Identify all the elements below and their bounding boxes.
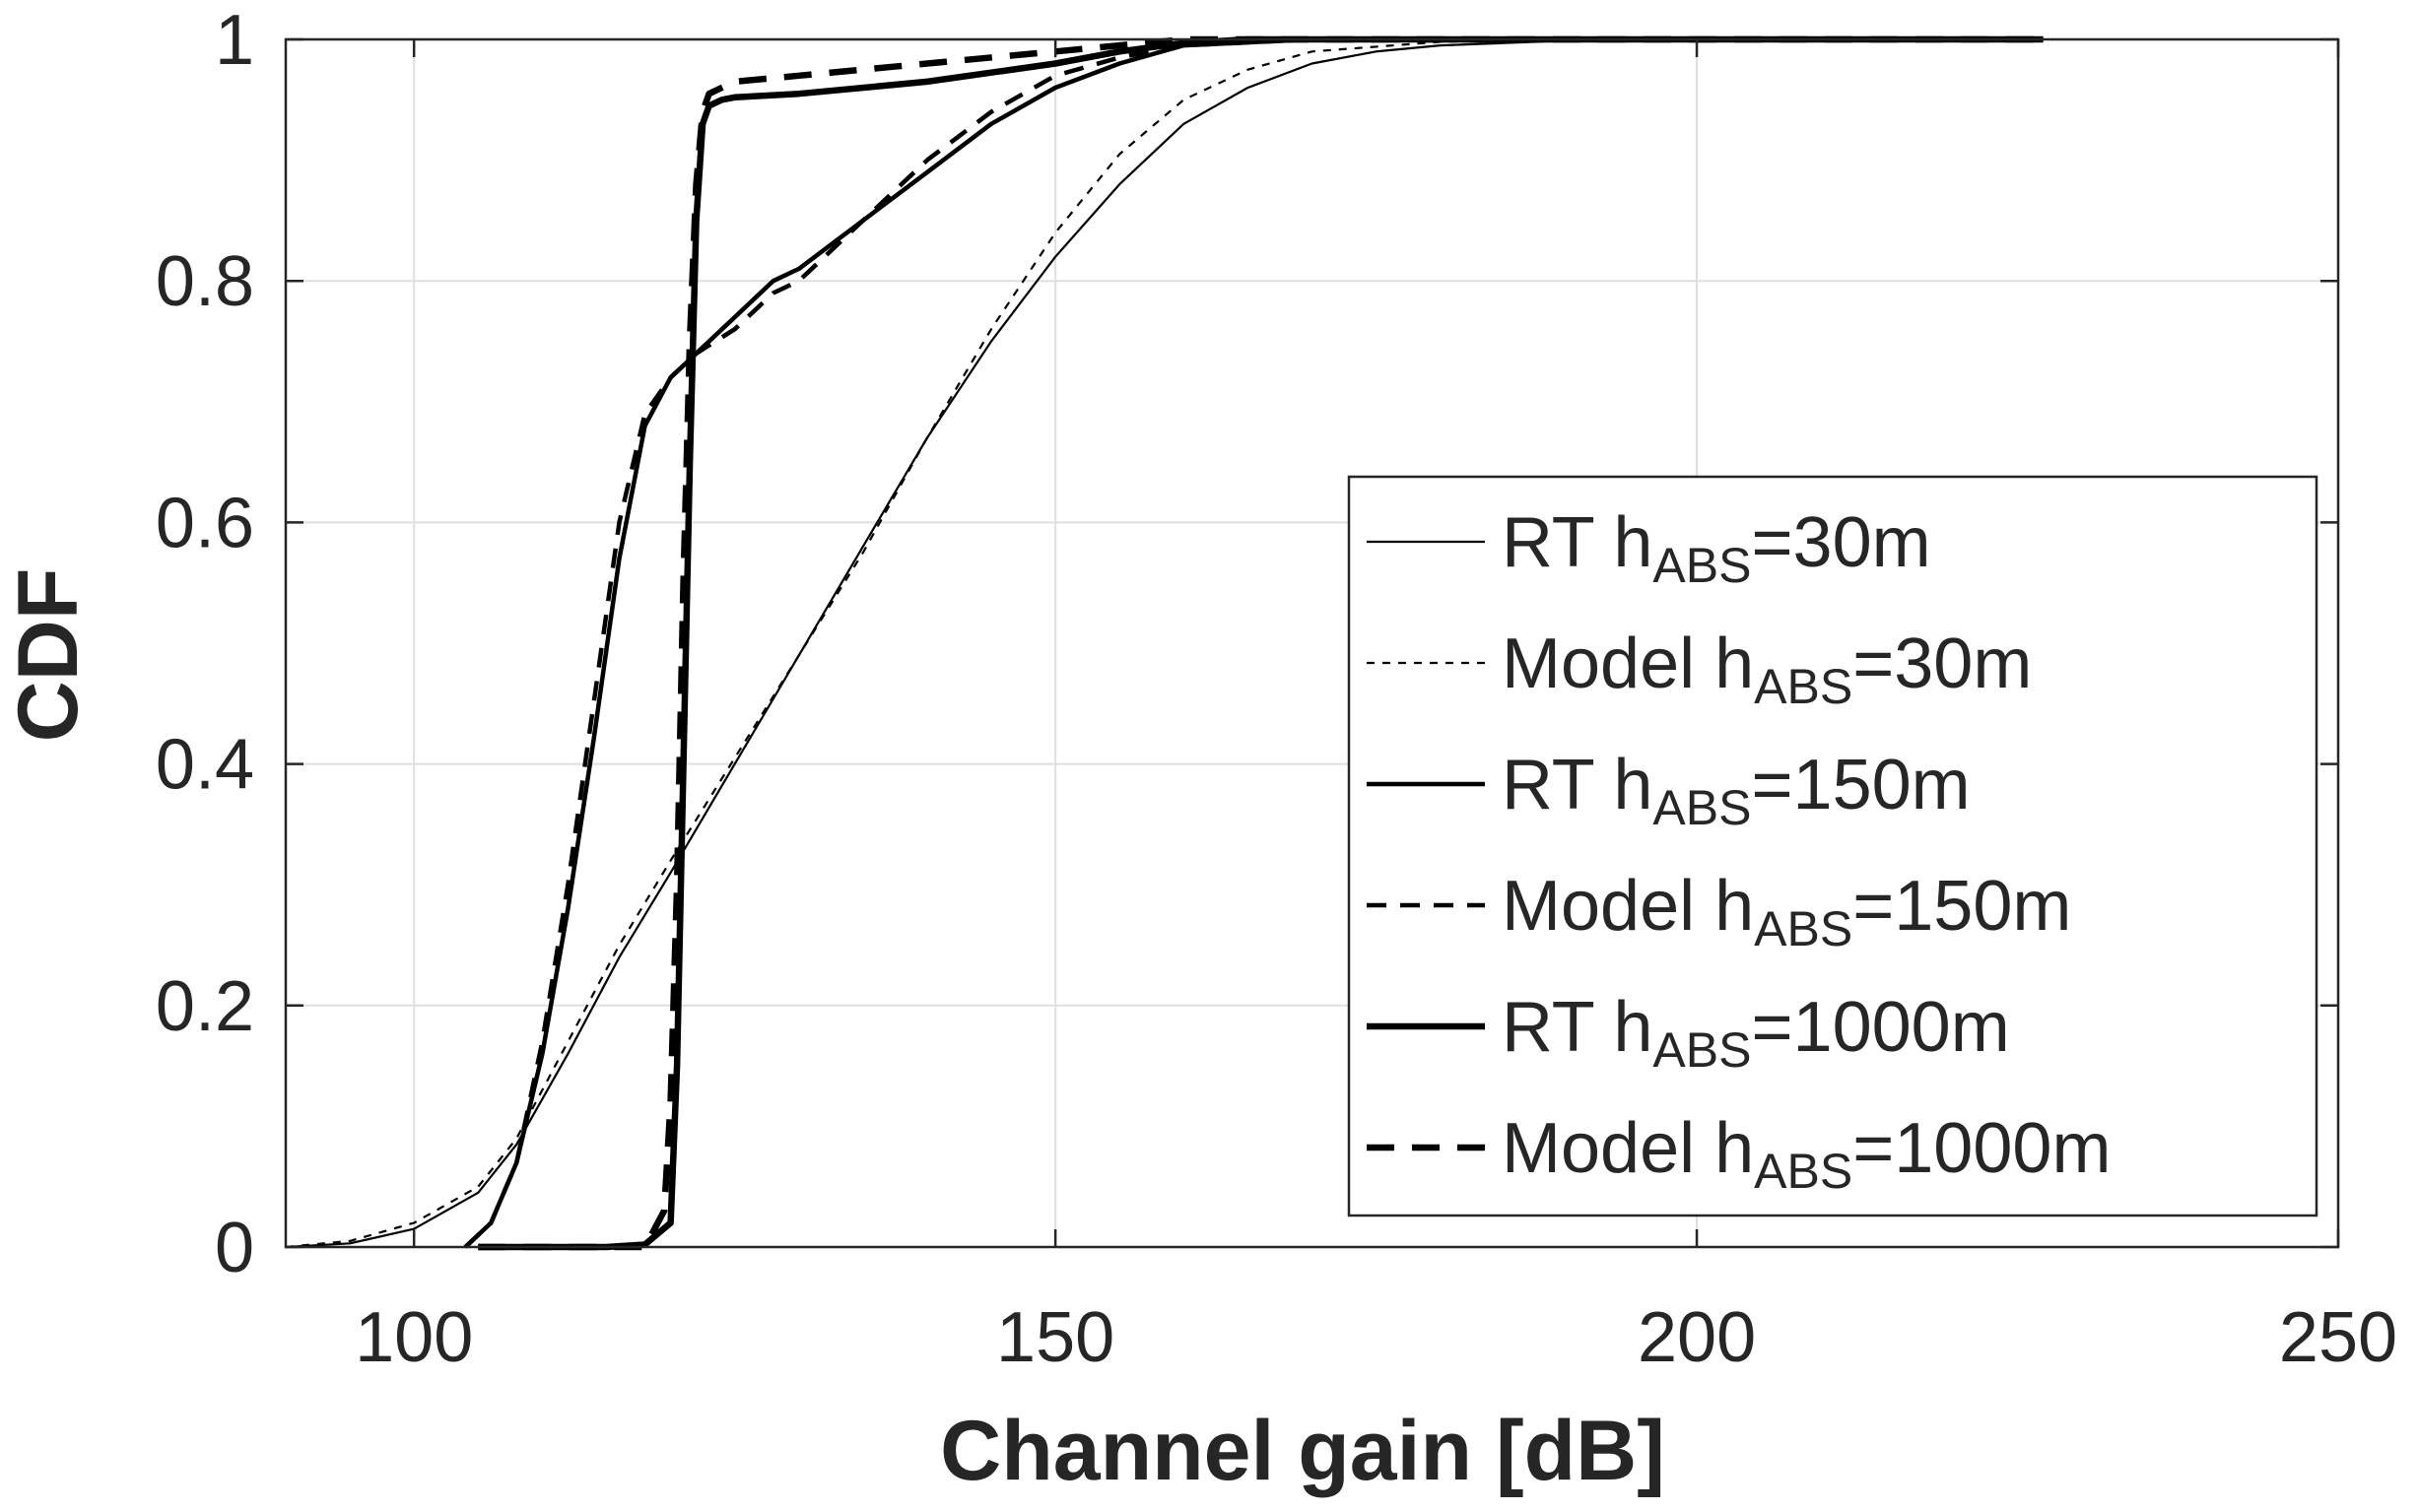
axes-box <box>284 37 2340 1249</box>
y-tick-label: 0.4 <box>156 726 254 805</box>
legend-label-tail: =150m <box>1852 867 2071 946</box>
tick-labels: 100 150 200 250 0 0.2 0.4 0.6 0.8 1 <box>156 1 2397 1377</box>
legend-label-tail: =150m <box>1751 746 1970 824</box>
legend-label-3: RT hABS=150m <box>1502 746 1971 835</box>
legend-label-2: Model hABS=30m <box>1502 625 2032 714</box>
x-tick-label: 200 <box>1638 1298 1756 1377</box>
y-tick-label: 0.6 <box>156 484 254 562</box>
y-tick-label: 0.8 <box>156 242 254 321</box>
series-line-2 <box>285 37 2044 1249</box>
series-line-4 <box>463 36 2044 1249</box>
y-tick-label: 1 <box>215 1 254 80</box>
legend-box <box>1347 475 2318 1217</box>
legend-label-4: Model hABS=150m <box>1502 867 2071 956</box>
legend-label-subscript: ABS <box>1652 1022 1751 1078</box>
legend-label-main: RT h <box>1502 746 1652 824</box>
legend-label-main: Model h <box>1502 867 1754 946</box>
axes <box>284 37 2340 1249</box>
legend-label-subscript: ABS <box>1652 538 1751 593</box>
y-tick-label: 0 <box>215 1209 254 1287</box>
legend-label-main: RT h <box>1502 988 1652 1067</box>
legend-label-tail: =1000m <box>1852 1109 2111 1188</box>
legend-label-tail: =1000m <box>1751 988 2009 1067</box>
legend-label-tail: =30m <box>1852 625 2032 703</box>
series-line-3 <box>463 36 2044 1249</box>
x-tick-label: 100 <box>355 1298 473 1377</box>
legend-label-5: RT hABS=1000m <box>1502 988 2010 1078</box>
legend-label-main: Model h <box>1502 625 1754 703</box>
legend-label-main: RT h <box>1502 503 1652 582</box>
legend-label-subscript: ABS <box>1754 901 1852 956</box>
legend-label-subscript: ABS <box>1652 780 1751 835</box>
legend-label-tail: =30m <box>1751 503 1930 582</box>
legend-label-6: Model hABS=1000m <box>1502 1109 2111 1199</box>
y-axis-label: CDF <box>1 568 96 743</box>
legend-label-1: RT hABS=30m <box>1502 503 1931 593</box>
legend-label-subscript: ABS <box>1754 659 1852 714</box>
legend-label-subscript: ABS <box>1754 1144 1852 1199</box>
x-tick-label: 250 <box>2279 1298 2397 1377</box>
x-tick-label: 150 <box>996 1298 1114 1377</box>
x-axis-label: Channel gain [dB] <box>940 1404 1665 1498</box>
y-tick-label: 0.2 <box>156 967 254 1046</box>
legend-label-main: Model h <box>1502 1109 1754 1188</box>
